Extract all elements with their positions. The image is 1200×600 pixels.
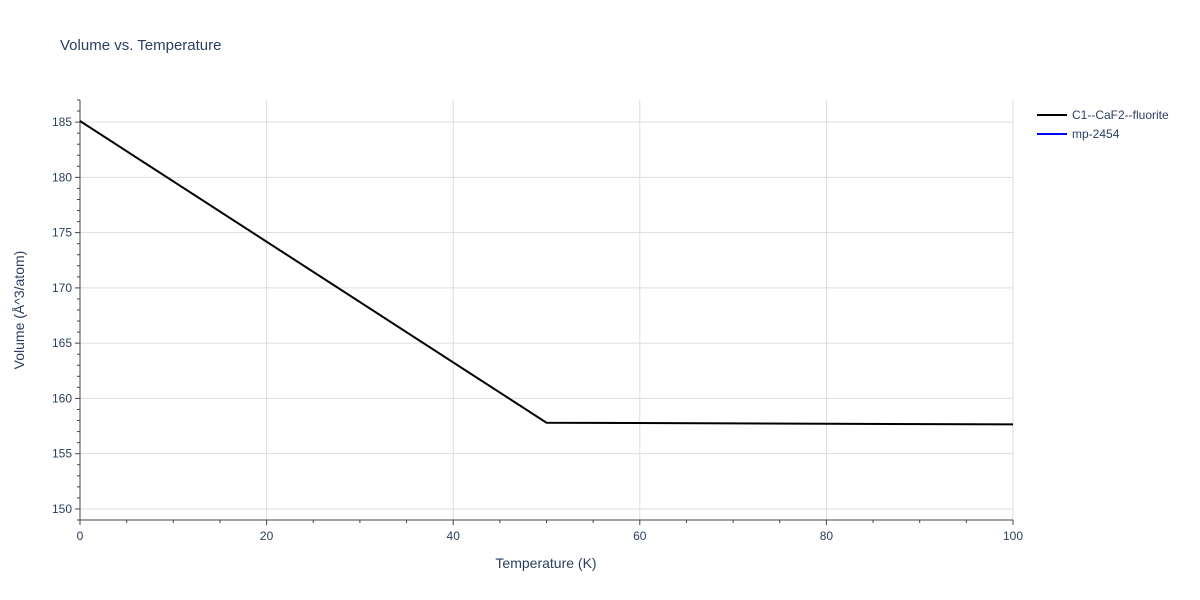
y-tick-label: 180 <box>52 170 72 184</box>
x-tick-label: 100 <box>1003 529 1023 543</box>
legend[interactable]: C1--CaF2--fluorite mp-2454 <box>1037 108 1169 141</box>
x-tick-label: 20 <box>260 529 274 543</box>
x-axis-label: Temperature (K) <box>495 555 596 571</box>
y-tick-label: 175 <box>52 226 72 240</box>
y-tick-labels: 150 155 160 165 170 175 180 185 <box>52 115 72 516</box>
chart-title: Volume vs. Temperature <box>60 37 221 54</box>
y-tick-label: 165 <box>52 336 72 350</box>
y-tick-label: 185 <box>52 115 72 129</box>
x-tick-label: 80 <box>820 529 834 543</box>
legend-item-1[interactable]: mp-2454 <box>1037 127 1120 141</box>
legend-item-0[interactable]: C1--CaF2--fluorite <box>1037 108 1169 122</box>
axes <box>75 99 1014 525</box>
y-tick-label: 150 <box>52 502 72 516</box>
series-lines <box>79 120 1014 426</box>
y-tick-label: 170 <box>52 281 72 295</box>
x-tick-label: 40 <box>447 529 461 543</box>
legend-label: mp-2454 <box>1072 127 1120 141</box>
y-axis-label: Volume (Å^3/atom) <box>11 251 27 370</box>
y-tick-label: 155 <box>52 447 72 461</box>
legend-label: C1--CaF2--fluorite <box>1072 108 1169 122</box>
grid-lines <box>80 100 1014 520</box>
y-tick-label: 160 <box>52 391 72 405</box>
x-tick-label: 0 <box>77 529 84 543</box>
x-tick-labels: 0 20 40 60 80 100 <box>77 529 1024 543</box>
series-line-0 <box>79 120 1014 426</box>
x-tick-label: 60 <box>633 529 647 543</box>
